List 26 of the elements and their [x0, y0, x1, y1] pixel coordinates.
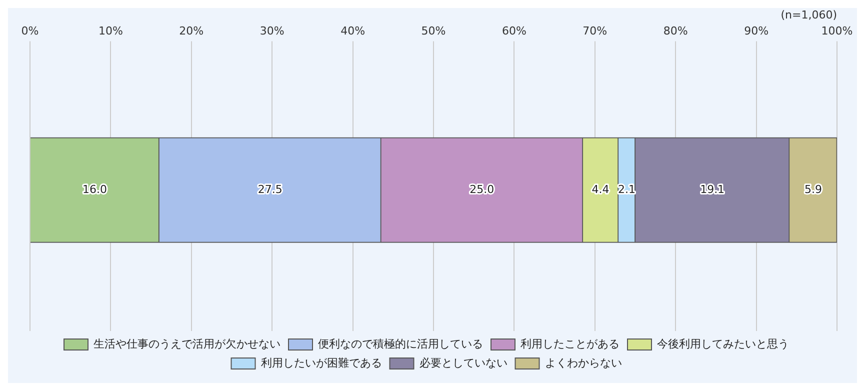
- legend-label: 利用したことがある: [520, 337, 620, 350]
- x-tick-label: 0%: [21, 24, 39, 38]
- x-tick-label: 80%: [663, 24, 688, 38]
- legend-label: 必要としていない: [419, 356, 508, 370]
- x-tick-label: 50%: [421, 24, 446, 38]
- x-tick-label: 100%: [821, 24, 853, 38]
- data-label: 5.9: [804, 182, 822, 196]
- data-label: 25.0: [470, 182, 494, 196]
- data-label: 16.0: [82, 182, 108, 196]
- data-label: 4.4: [592, 182, 610, 196]
- x-tick-label: 90%: [744, 24, 769, 38]
- x-tick-label: 10%: [98, 24, 123, 38]
- data-label: 27.5: [258, 182, 282, 196]
- data-label: 19.1: [700, 182, 725, 196]
- data-label: 2.1: [618, 182, 636, 196]
- text: (n=1,060): [780, 8, 837, 22]
- x-tick-label: 30%: [260, 24, 284, 38]
- x-tick-label: 70%: [582, 24, 608, 38]
- x-tick-label: 20%: [179, 24, 204, 38]
- legend-label: 生活や仕事のうえで活用が欠かせない: [94, 337, 280, 350]
- legend-label: よくわからない: [544, 356, 622, 370]
- legend-label: 便利なので積極的に活用している: [318, 337, 483, 350]
- x-tick-label: 40%: [340, 24, 366, 38]
- legend-label: 利用したいが困難である: [260, 356, 382, 370]
- x-tick-label: 60%: [502, 24, 526, 38]
- legend-label: 今後利用してみたいと思う: [657, 337, 789, 350]
